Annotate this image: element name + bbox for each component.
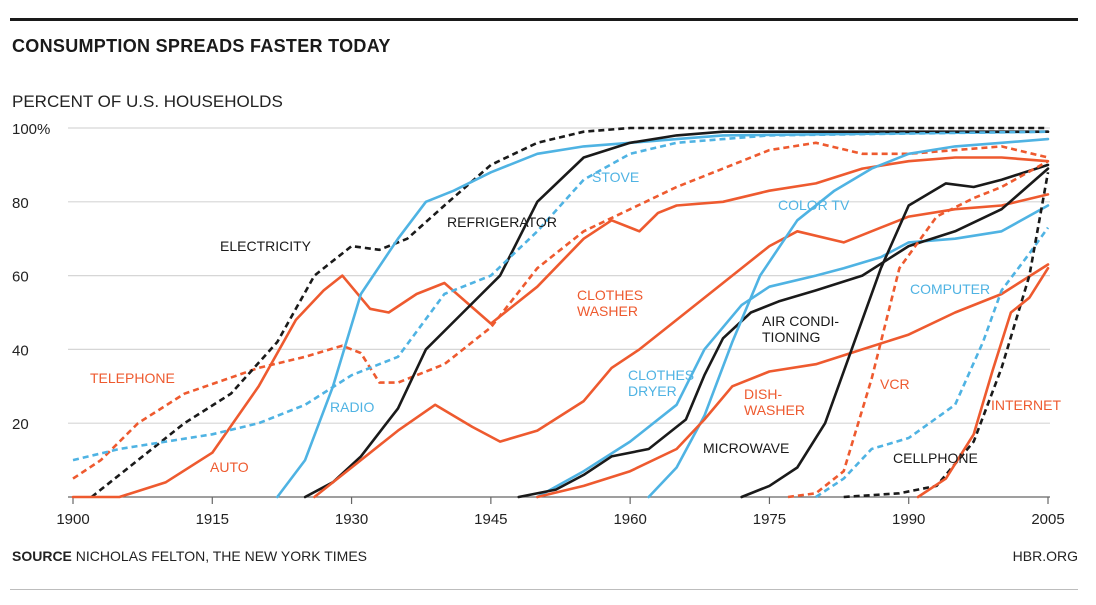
y-tick-labels: 20 40 60 80 100% [12, 121, 50, 433]
series-lines [71, 126, 1050, 499]
series-label-dishwasher: DISH- [744, 386, 782, 402]
chart-title: CONSUMPTION SPREADS FASTER TODAY [12, 36, 391, 56]
series-label-clothes-dryer: DRYER [628, 383, 677, 399]
series-label-telephone: TELEPHONE [90, 370, 175, 386]
x-tick-label: 1990 [892, 511, 925, 528]
x-tick-label: 1900 [56, 511, 89, 528]
series-label-refrigerator: REFRIGERATOR [447, 214, 557, 230]
x-tick-label: 2005 [1031, 511, 1064, 528]
y-tick-label: 100% [12, 121, 50, 138]
series-line-radio [276, 130, 1050, 499]
series-label-microwave: MICROWAVE [703, 440, 789, 456]
series-line-clothes-dryer [536, 204, 1050, 499]
source-text: NICHOLAS FELTON, THE NEW YORK TIMES [75, 548, 368, 564]
x-tick-label: 1945 [474, 511, 507, 528]
x-tick-label: 1915 [196, 511, 229, 528]
series-line-telephone [72, 141, 1049, 480]
series-labels: TELEPHONE ELECTRICITY AUTO RADIO REFRIGERATO… [90, 169, 1061, 475]
series-label-color-tv: COLOR TV [778, 197, 850, 213]
series-line-cellphone [843, 172, 1050, 499]
y-tick-label: 20 [12, 416, 29, 433]
series-line-air-conditioning [517, 167, 1050, 499]
x-tick-labels: 1900 1915 1930 1945 1960 1975 1990 2005 [56, 511, 1064, 528]
series-label-clothes-washer: WASHER [577, 303, 638, 319]
bottom-rule [10, 589, 1078, 590]
series-line-microwave [740, 163, 1050, 499]
series-label-air-conditioning: AIR CONDI- [762, 313, 839, 329]
source-label: SOURCE [12, 548, 72, 564]
top-rule [10, 18, 1078, 21]
site-credit: HBR.ORG [1012, 548, 1078, 564]
series-label-vcr: VCR [880, 376, 910, 392]
series-label-internet: INTERNET [991, 397, 1061, 413]
series-line-refrigerator [303, 130, 1050, 499]
x-tick-label: 1975 [753, 511, 786, 528]
y-tick-label: 60 [12, 269, 29, 286]
x-tick-label: 1930 [335, 511, 368, 528]
series-label-air-conditioning: TIONING [762, 329, 820, 345]
series-label-cellphone: CELLPHONE [893, 450, 978, 466]
gridlines [68, 127, 1050, 504]
series-line-internet [916, 266, 1050, 499]
series-label-computer: COMPUTER [910, 281, 990, 297]
series-line-vcr [787, 160, 1049, 499]
series-line-computer [815, 226, 1050, 499]
y-tick-label: 40 [12, 342, 29, 359]
series-line-auto [71, 156, 1050, 499]
series-label-stove: STOVE [592, 169, 639, 185]
x-tick-label: 1960 [613, 511, 646, 528]
series-line-electricity [90, 126, 1048, 499]
y-axis-label: PERCENT OF U.S. HOUSEHOLDS [12, 92, 283, 111]
series-line-stove [72, 130, 1049, 462]
series-label-clothes-dryer: CLOTHES [628, 367, 694, 383]
series-label-auto: AUTO [210, 459, 249, 475]
source-note: SOURCE NICHOLAS FELTON, THE NEW YORK TIM… [12, 548, 367, 564]
series-label-radio: RADIO [330, 399, 374, 415]
series-line-dishwasher [536, 263, 1050, 499]
series-label-dishwasher: WASHER [744, 402, 805, 418]
y-tick-label: 80 [12, 195, 29, 212]
series-label-electricity: ELECTRICITY [220, 238, 312, 254]
series-label-clothes-washer: CLOTHES [577, 287, 643, 303]
